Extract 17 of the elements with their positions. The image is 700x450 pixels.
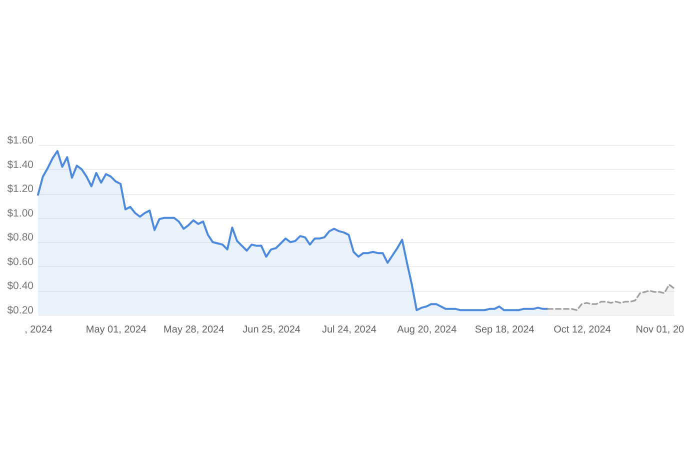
x-tick-label: May 01, 2024 bbox=[86, 324, 147, 336]
x-tick-label: , 2024 bbox=[24, 324, 53, 336]
y-tick-label: $0.60 bbox=[7, 256, 34, 268]
y-tick-label: $0.80 bbox=[7, 232, 34, 244]
x-tick-label: Nov 01, 20 bbox=[636, 324, 685, 336]
x-tick-label: May 28, 2024 bbox=[164, 324, 225, 336]
y-tick-label: $0.20 bbox=[7, 304, 34, 316]
x-tick-label: Aug 20, 2024 bbox=[397, 324, 458, 336]
x-tick-label: Jun 25, 2024 bbox=[242, 324, 301, 336]
y-tick-label: $0.40 bbox=[7, 280, 34, 292]
x-tick-label: Sep 18, 2024 bbox=[474, 324, 535, 336]
y-tick-label: $1.40 bbox=[7, 158, 34, 171]
x-tick-label: Oct 12, 2024 bbox=[554, 324, 612, 336]
y-tick-label: $1.20 bbox=[7, 183, 34, 196]
y-tick-label: $1.00 bbox=[7, 207, 34, 220]
x-tick-label: Jul 24, 2024 bbox=[322, 324, 377, 336]
y-tick-label: $1.60 bbox=[7, 134, 34, 146]
